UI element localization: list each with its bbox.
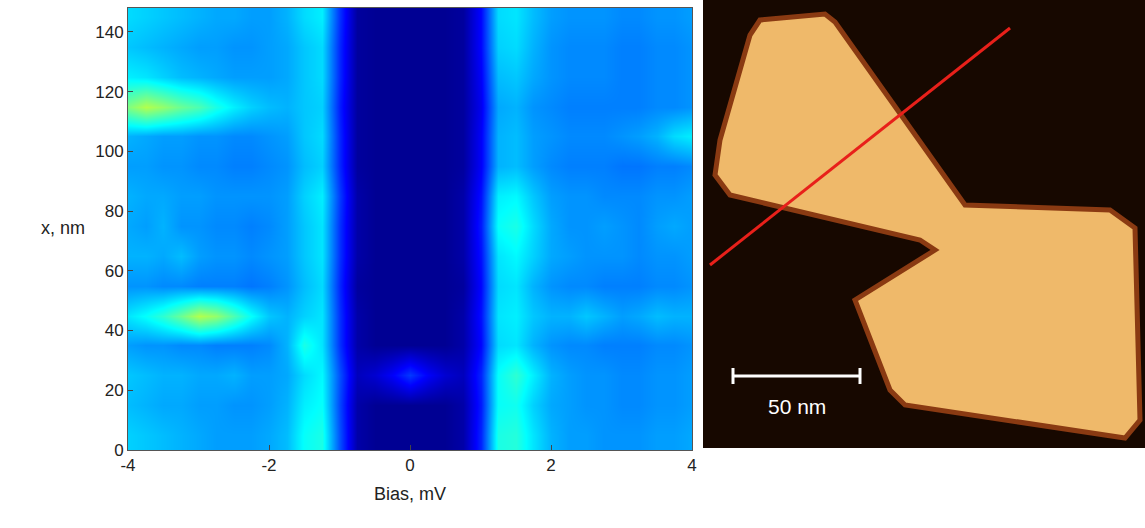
svg-text:140: 140	[95, 23, 123, 42]
svg-text:50 nm: 50 nm	[768, 395, 826, 418]
svg-text:0: 0	[405, 456, 414, 475]
svg-text:0: 0	[114, 441, 123, 460]
svg-text:x, nm: x, nm	[41, 218, 85, 238]
svg-text:80: 80	[105, 202, 124, 221]
svg-text:4: 4	[687, 456, 696, 475]
svg-text:-2: -2	[261, 456, 276, 475]
svg-text:20: 20	[105, 381, 124, 400]
svg-text:-4: -4	[120, 456, 135, 475]
svg-text:Bias, mV: Bias, mV	[374, 484, 446, 504]
svg-text:60: 60	[105, 262, 124, 281]
svg-text:100: 100	[95, 142, 123, 161]
svg-text:2: 2	[546, 456, 555, 475]
svg-text:40: 40	[105, 321, 124, 340]
svg-text:120: 120	[95, 83, 123, 102]
